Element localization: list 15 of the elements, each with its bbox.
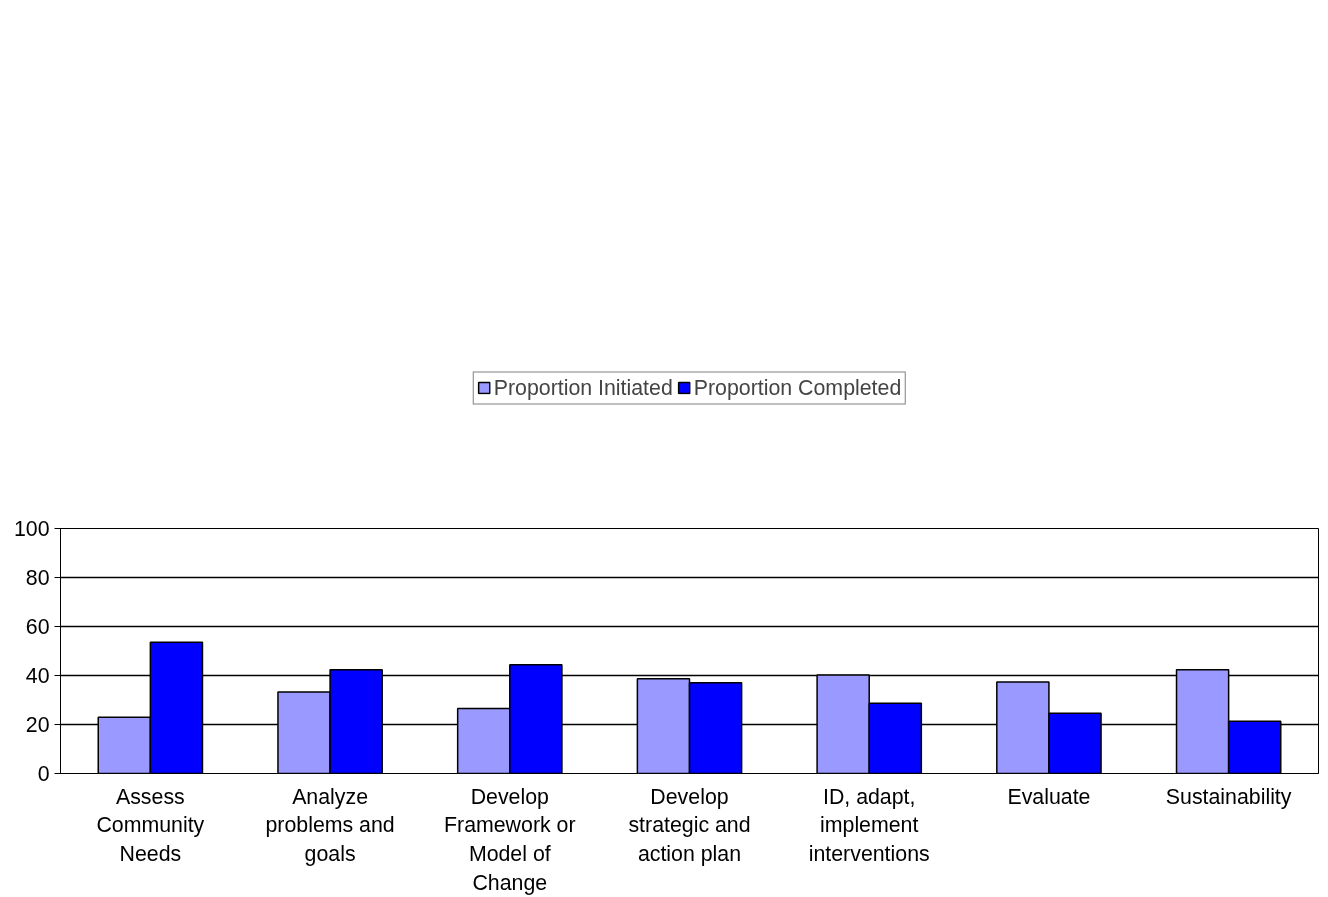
- x-tick-label: Assess Community Needs: [96, 784, 205, 867]
- x-tick-label: Develop Framework or Model of Change: [444, 784, 576, 895]
- y-tick-label: 100: [13, 517, 50, 541]
- y-tick-label: 80: [25, 566, 50, 590]
- x-tick-label: Develop strategic and action plan: [628, 784, 751, 867]
- legend-label: Proportion Initiated: [493, 375, 673, 401]
- x-tick-label: Sustainability: [1165, 784, 1292, 809]
- y-tick-label: 40: [25, 664, 50, 688]
- x-tick-label: Evaluate: [1007, 784, 1091, 809]
- legend-label: Proportion Completed: [693, 375, 902, 401]
- x-tick-label: ID, adapt, implement interventions: [808, 784, 930, 867]
- x-tick-label: Analyze problems and goals: [265, 784, 395, 867]
- y-tick-label: 0: [37, 762, 50, 786]
- y-tick-label: 20: [25, 713, 50, 737]
- y-tick-label: 60: [25, 615, 50, 639]
